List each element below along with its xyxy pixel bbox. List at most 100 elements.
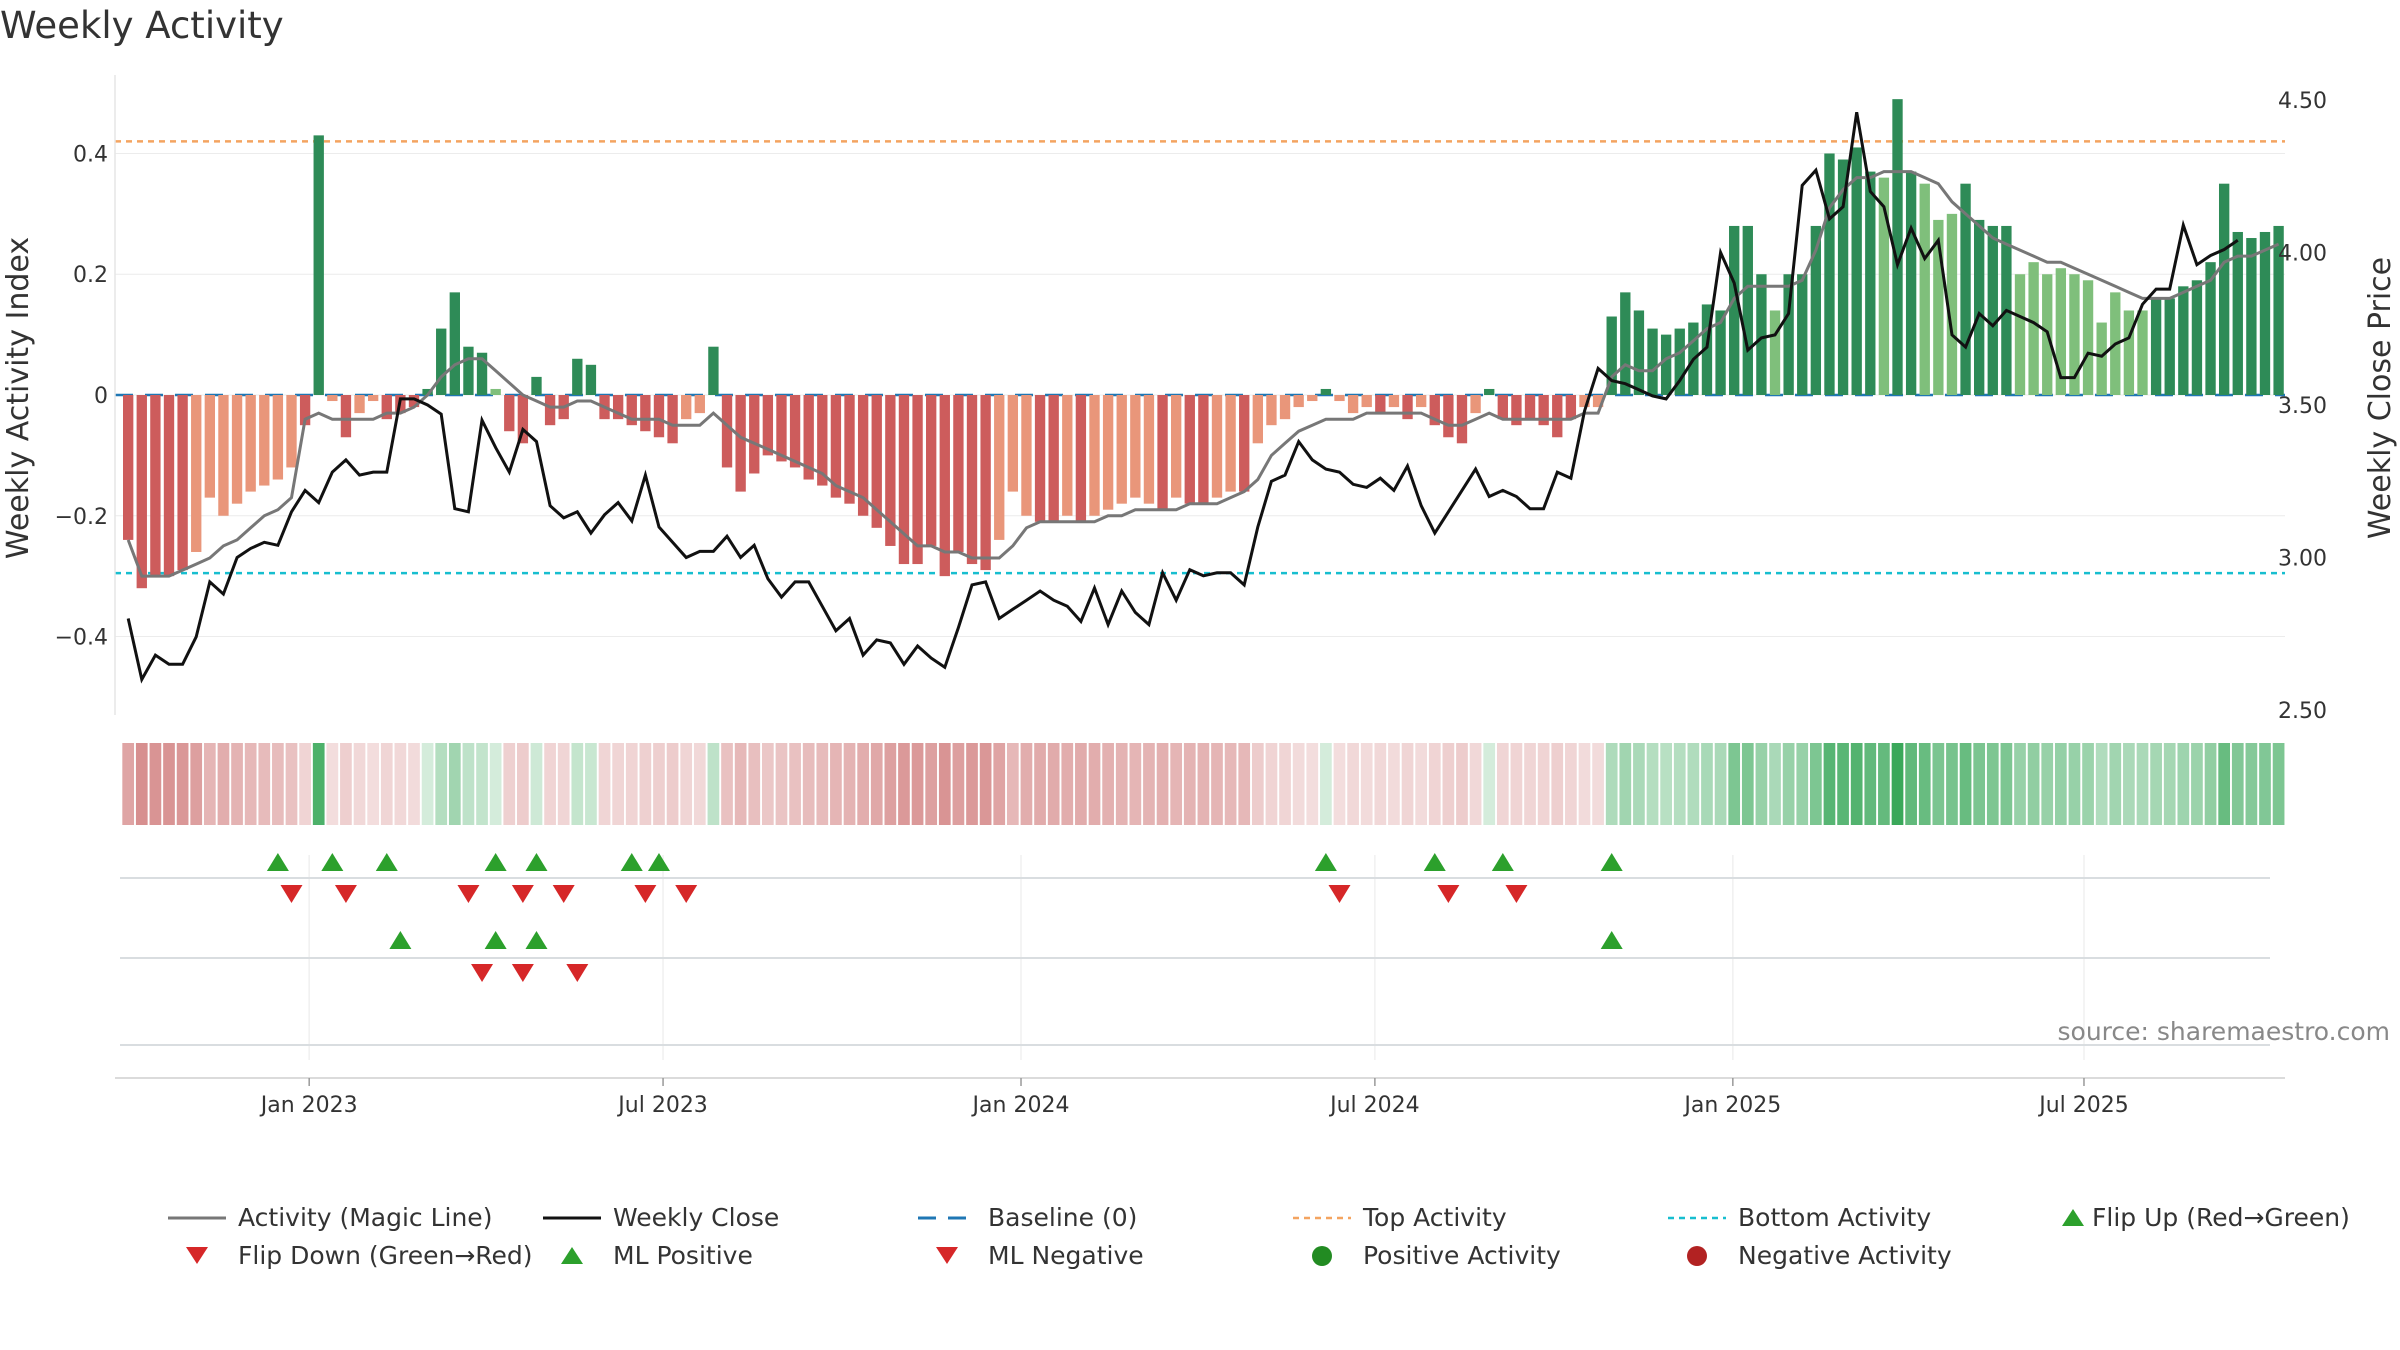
activity-bar-134 <box>1946 213 1958 395</box>
heat-cell-145 <box>2095 743 2108 825</box>
activity-bar-154 <box>2218 183 2230 395</box>
activity-bar-1 <box>136 395 147 589</box>
legend-label-5: Flip Up (Red→Green) <box>2092 1203 2350 1232</box>
series-lines <box>126 111 2280 684</box>
heat-cell-41 <box>680 743 693 825</box>
heat-cell-27 <box>489 743 502 825</box>
activity-bar-97 <box>1443 395 1454 438</box>
activity-bar-94 <box>1402 395 1413 420</box>
activity-bar-83 <box>1252 395 1264 444</box>
heat-cell-56 <box>884 743 897 825</box>
heat-cell-57 <box>898 743 910 825</box>
activity-bar-90 <box>1347 395 1359 414</box>
heat-cell-114 <box>1673 743 1686 825</box>
heat-cell-11 <box>272 743 284 825</box>
heat-cell-140 <box>2027 743 2040 825</box>
heat-cell-90 <box>1347 743 1359 825</box>
activity-bar-155 <box>2232 231 2243 395</box>
activity-bar-92 <box>1375 395 1386 414</box>
activity-bar-33 <box>572 358 583 395</box>
activity-bar-62 <box>966 395 978 565</box>
heat-cell-4 <box>176 743 189 825</box>
heat-cell-48 <box>775 743 788 825</box>
heat-cell-157 <box>2259 743 2271 825</box>
heat-cell-79 <box>1197 743 1210 825</box>
heat-cell-87 <box>1306 743 1319 825</box>
activity-bar-103 <box>1524 395 1536 420</box>
heat-cell-19 <box>380 743 393 825</box>
activity-bar-101 <box>1497 395 1508 420</box>
right-axis-ticks: 4.50 4.00 3.50 3.00 2.50 <box>2278 89 2327 724</box>
ml-positive-marker-3 <box>1600 931 1623 949</box>
activity-bar-46 <box>749 395 760 474</box>
heat-cell-70 <box>1075 743 1087 825</box>
activity-bar-129 <box>1878 177 1890 395</box>
activity-bar-119 <box>1742 225 1753 395</box>
activity-bar-150 <box>2164 298 2175 395</box>
activity-bar-38 <box>640 395 651 432</box>
heat-cell-102 <box>1510 743 1523 825</box>
heat-cell-143 <box>2068 743 2081 825</box>
activity-bar-11 <box>272 395 284 480</box>
activity-bar-109 <box>1606 316 1617 395</box>
flip-up-marker-row1-2 <box>375 853 398 871</box>
activity-bar-158 <box>2273 225 2284 395</box>
activity-bar-121 <box>1769 310 1781 395</box>
heat-cell-106 <box>1565 743 1577 825</box>
legend-key-flip-up <box>2062 1209 2084 1226</box>
activity-bar-29 <box>517 395 529 444</box>
heat-cell-158 <box>2272 743 2285 825</box>
heat-cell-89 <box>1333 743 1346 825</box>
heat-cell-60 <box>938 743 951 825</box>
activity-bar-74 <box>1130 395 1141 498</box>
activity-bar-51 <box>817 395 828 486</box>
activity-bar-28 <box>504 395 515 432</box>
heat-cell-66 <box>1020 743 1033 825</box>
x-tick-label-5: Jul 2025 <box>2037 1093 2129 1118</box>
heat-cell-54 <box>857 743 869 825</box>
left-tick-label-4: −0.4 <box>55 626 108 651</box>
activity-bar-65 <box>1007 395 1019 492</box>
legend: Activity (Magic Line) Weekly Close Baselin… <box>168 1203 2350 1270</box>
heat-cell-58 <box>911 743 924 825</box>
heat-cell-147 <box>2123 743 2135 825</box>
activity-bar-25 <box>463 346 474 395</box>
activity-heat-strip <box>122 743 2285 825</box>
activity-bar-47 <box>762 395 774 456</box>
heat-cell-31 <box>544 743 556 825</box>
heat-cell-155 <box>2231 743 2244 825</box>
left-axis-ticks: 0.4 0.2 0 −0.2 −0.4 <box>55 142 108 650</box>
activity-bar-16 <box>340 395 352 438</box>
activity-bar-130 <box>1892 99 1903 395</box>
right-tick-label-3: 3.00 <box>2278 547 2327 572</box>
activity-bar-122 <box>1783 274 1794 395</box>
heat-cell-42 <box>693 743 706 825</box>
activity-bar-71 <box>1089 395 1100 516</box>
activity-bar-153 <box>2205 262 2216 395</box>
activity-bar-0 <box>123 395 134 540</box>
heat-cell-115 <box>1687 743 1700 825</box>
heat-cell-108 <box>1592 743 1604 825</box>
right-tick-label-1: 4.00 <box>2278 242 2327 267</box>
activity-bar-24 <box>449 292 460 395</box>
activity-bar-78 <box>1184 395 1195 504</box>
activity-bar-95 <box>1415 395 1427 408</box>
flip-down-marker-row1-4 <box>552 885 575 903</box>
heat-cell-111 <box>1633 743 1645 825</box>
flip-up-marker-row1-0 <box>266 853 289 871</box>
heat-cell-13 <box>299 743 311 825</box>
legend-label-1: Weekly Close <box>613 1203 779 1232</box>
heat-cell-52 <box>830 743 842 825</box>
activity-bar-26 <box>476 352 488 395</box>
activity-bar-30 <box>531 376 542 395</box>
activity-bar-5 <box>191 395 202 552</box>
heat-cell-18 <box>367 743 380 825</box>
heat-cell-22 <box>421 743 434 825</box>
activity-bar-56 <box>885 395 896 546</box>
heat-cell-32 <box>557 743 570 825</box>
heat-cell-6 <box>203 743 216 825</box>
heat-cell-2 <box>149 743 162 825</box>
activity-bar-148 <box>2137 310 2148 395</box>
activity-bar-21 <box>408 395 420 408</box>
